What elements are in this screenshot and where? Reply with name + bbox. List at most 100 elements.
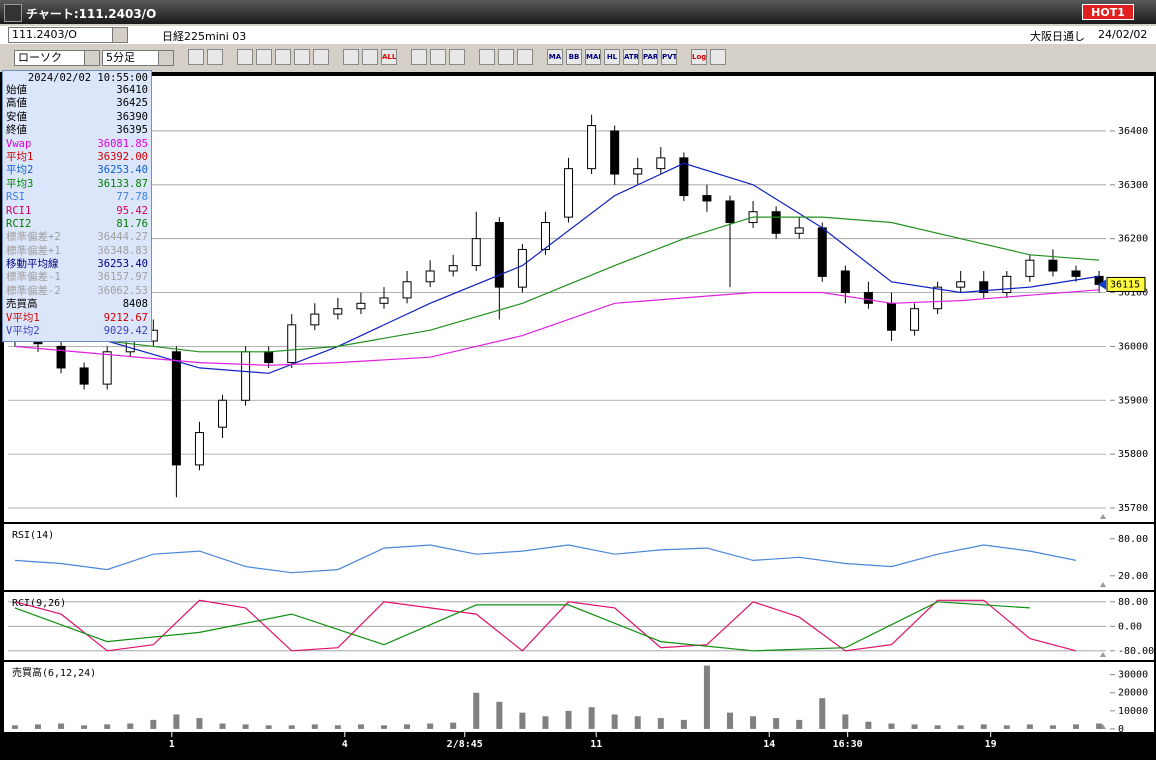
toolbar: ローソク 5分足 ALL MABBMAEHLATRPARPVT Log (0, 46, 1156, 70)
info-row: 安値 36390 (6, 111, 148, 124)
info-row: 標準偏差+2 36444.27 (6, 231, 148, 244)
info-label: 終値 (6, 124, 27, 137)
candle-body (287, 324, 297, 364)
info-label: 売買高 (6, 298, 38, 311)
info-row: 売買高 8408 (6, 298, 148, 311)
candle-body (840, 270, 850, 294)
candle-body (702, 195, 712, 202)
tool-button[interactable] (362, 49, 378, 65)
interval-combo[interactable]: 5分足 (102, 50, 174, 66)
market: 大阪日通し (1030, 30, 1085, 43)
candle-body (171, 351, 181, 466)
series-line (14, 601, 1030, 652)
info-label: 平均2 (6, 164, 34, 177)
volume-bar (404, 724, 411, 729)
candle-body (610, 130, 620, 175)
tool-button[interactable] (479, 49, 495, 65)
candle-body (517, 248, 527, 288)
tool-button[interactable] (188, 49, 204, 65)
panel-title: 売買高(6,12,24) (12, 666, 96, 679)
info-label: 平均3 (6, 177, 34, 190)
candle-body (264, 351, 274, 364)
tool-button[interactable] (343, 49, 359, 65)
volume-bar (727, 712, 734, 729)
volume-bar (58, 723, 65, 729)
tool-button[interactable] (498, 49, 514, 65)
y-tick-label: 35900 (1118, 395, 1148, 406)
candle-body (886, 302, 896, 331)
tool-button[interactable] (430, 49, 446, 65)
tool-button[interactable] (411, 49, 427, 65)
x-tick-label: 11 (590, 739, 602, 750)
scroll-marker (1100, 514, 1106, 519)
candle-body (794, 227, 804, 234)
info-label: 安値 (6, 110, 27, 123)
tool-button[interactable] (256, 49, 272, 65)
info-value: 36390 (116, 110, 148, 123)
tool-button[interactable] (207, 49, 223, 65)
price-tag (1106, 276, 1146, 292)
chart-type-combo[interactable]: ローソク (14, 50, 100, 66)
info-value: 9212.67 (103, 311, 148, 324)
panel-title: RCI(9,26) (12, 598, 66, 609)
y-tick-label: 36300 (1118, 180, 1148, 191)
candle-body (356, 302, 366, 310)
info-value: 36444.27 (97, 231, 148, 244)
tool-button[interactable]: ATR (623, 49, 639, 65)
info-value: 81.76 (116, 217, 148, 230)
tool-button[interactable] (449, 49, 465, 65)
tool-button[interactable] (710, 49, 726, 65)
candle-body (540, 222, 550, 250)
candle-body (448, 265, 458, 272)
y-tick-label: 35800 (1118, 449, 1148, 460)
interval: 5分足 (106, 51, 135, 64)
tool-button[interactable]: BB (566, 49, 582, 65)
info-row: 標準偏差+1 36348.83 (6, 245, 148, 258)
series-line (14, 162, 1100, 374)
tool-button[interactable]: MA (547, 49, 563, 65)
volume-bar (611, 714, 618, 729)
volume-bar (265, 725, 272, 729)
y-tick-label: 10000 (1118, 706, 1148, 717)
volume-bar (750, 716, 757, 729)
info-label: 移動平均線 (6, 258, 59, 271)
tool-button[interactable]: Log (691, 49, 707, 65)
volume-bar (34, 724, 41, 729)
candle-body (956, 281, 966, 288)
candle-body (910, 308, 920, 331)
tool-button[interactable]: HL (604, 49, 620, 65)
price-tag-label: 36115 (1110, 279, 1140, 290)
tool-button[interactable]: PVT (661, 49, 677, 65)
info-row: RCI1 95.42 (6, 205, 148, 218)
volume-bar (127, 723, 134, 729)
symbol-combo[interactable]: 111.2403/O (8, 27, 128, 43)
volume-bar (542, 716, 549, 729)
candle-body (587, 125, 597, 170)
hot-button[interactable]: HOT1 (1082, 4, 1134, 20)
info-value: 36157.97 (97, 271, 148, 284)
info-value: 36348.83 (97, 244, 148, 257)
tool-button[interactable] (237, 49, 253, 65)
tool-button[interactable] (517, 49, 533, 65)
tool-button[interactable] (294, 49, 310, 65)
info-row: 平均3 36133.87 (6, 178, 148, 191)
x-tick-label: 4 (342, 739, 348, 750)
candle-body (817, 227, 827, 277)
volume-bar (1003, 725, 1010, 729)
candle-body (241, 351, 251, 401)
scroll-marker (1100, 582, 1106, 587)
tool-button[interactable] (275, 49, 291, 65)
tool-button[interactable] (313, 49, 329, 65)
info-label: 標準偏差-2 (6, 284, 61, 297)
candle-body (425, 270, 435, 283)
tool-button[interactable]: PAR (642, 49, 658, 65)
tool-button[interactable]: ALL (381, 49, 397, 65)
volume-bar (473, 692, 480, 729)
volume-bar (1073, 724, 1080, 729)
y-tick-label: 30000 (1118, 670, 1148, 681)
tool-button[interactable]: MAE (585, 49, 601, 65)
volume-bar (588, 707, 595, 729)
info-label: RCI1 (6, 204, 32, 217)
candle-body (310, 313, 320, 326)
